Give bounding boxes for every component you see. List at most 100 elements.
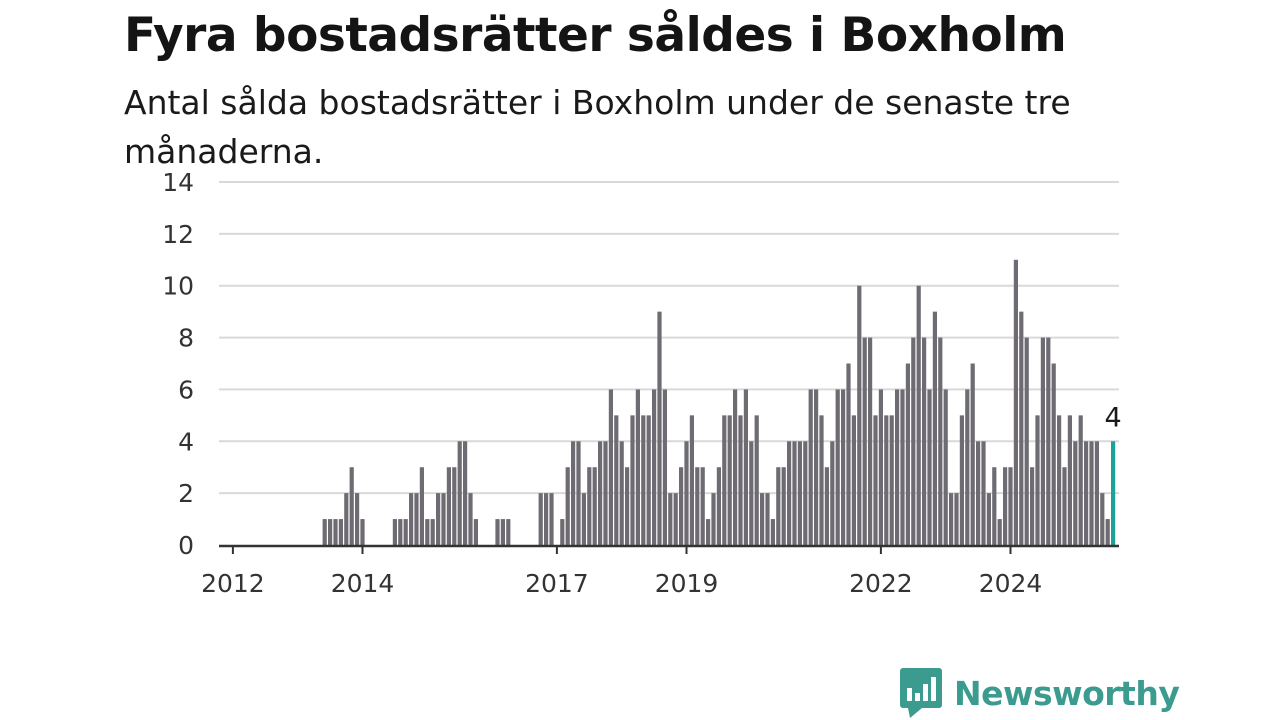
bar: 1 <box>392 519 397 545</box>
bar: 1 <box>770 519 775 545</box>
bar: 2 <box>538 493 543 545</box>
bar: 1 <box>706 519 711 545</box>
bar: 4 <box>787 441 792 545</box>
bar: 1 <box>997 519 1002 545</box>
bar: 4 <box>803 441 808 545</box>
bar: 1 <box>473 519 478 545</box>
bar: 4 <box>598 441 603 545</box>
bar: 9 <box>932 311 937 545</box>
bar: 2 <box>760 493 765 545</box>
bar: 1 <box>500 519 505 545</box>
bars: 1111232111122311223344211112221344233446… <box>322 259 1116 545</box>
bar: 5 <box>819 415 824 545</box>
bar: 1 <box>338 519 343 545</box>
bar: 1 <box>403 519 408 545</box>
y-tick-label: 10 <box>162 272 194 301</box>
bar: 2 <box>549 493 554 545</box>
bar: 2 <box>344 493 349 545</box>
bar: 3 <box>700 467 705 545</box>
y-axis-ticks: 0 2 4 6 8 10 12 14 <box>162 168 194 560</box>
bar: 8 <box>868 337 873 545</box>
bar: 2 <box>949 493 954 545</box>
bar: 6 <box>895 389 900 545</box>
bar: 3 <box>587 467 592 545</box>
y-tick-label: 14 <box>162 168 194 197</box>
x-tick-label: 2019 <box>655 569 719 598</box>
bar: 3 <box>446 467 451 545</box>
bar: 7 <box>1051 363 1056 545</box>
bar: 6 <box>652 389 657 545</box>
bar: 6 <box>608 389 613 545</box>
bar: 2 <box>673 493 678 545</box>
bar: 6 <box>662 389 667 545</box>
bar: 2 <box>668 493 673 545</box>
bar: 5 <box>630 415 635 545</box>
bar: 5 <box>1067 415 1072 545</box>
bar: 5 <box>959 415 964 545</box>
bar: 3 <box>824 467 829 545</box>
bar: 1 <box>328 519 333 545</box>
bar: 3 <box>1003 467 1008 545</box>
page-title: Fyra bostadsrätter såldes i Boxholm <box>124 8 1067 63</box>
bar: 8 <box>911 337 916 545</box>
bar: 6 <box>733 389 738 545</box>
bar: 6 <box>808 389 813 545</box>
bar: 2 <box>1100 493 1105 545</box>
y-tick-label: 0 <box>178 531 194 560</box>
bar: 2 <box>581 493 586 545</box>
bar: 6 <box>841 389 846 545</box>
bar: 4 <box>976 441 981 545</box>
brand-logo: Newsworthy <box>900 668 1180 718</box>
bar: 3 <box>992 467 997 545</box>
bar: 2 <box>544 493 549 545</box>
bar: 3 <box>565 467 570 545</box>
bar: 6 <box>927 389 932 545</box>
bar: 7 <box>970 363 975 545</box>
bar: 4 <box>457 441 462 545</box>
brand-name: Newsworthy <box>954 673 1180 713</box>
bar: 10 <box>916 285 921 545</box>
bar: 5 <box>873 415 878 545</box>
bar: 5 <box>641 415 646 545</box>
bar: 11 <box>1013 259 1018 545</box>
bar: 3 <box>695 467 700 545</box>
bar: 6 <box>943 389 948 545</box>
bar: 2 <box>711 493 716 545</box>
bar: 3 <box>419 467 424 545</box>
bar: 4 <box>797 441 802 545</box>
bar: 1 <box>360 519 365 545</box>
bar: 1 <box>430 519 435 545</box>
bar: 8 <box>1040 337 1045 545</box>
bar: 8 <box>1046 337 1051 545</box>
bar: 4 <box>603 441 608 545</box>
bar: 3 <box>781 467 786 545</box>
bar: 2 <box>436 493 441 545</box>
bar: 1 <box>495 519 500 545</box>
bar: 3 <box>452 467 457 545</box>
bar: 5 <box>851 415 856 545</box>
bar: 3 <box>776 467 781 545</box>
newsworthy-logo-icon <box>900 668 942 718</box>
bar: 4 <box>571 441 576 545</box>
bar: 5 <box>646 415 651 545</box>
bar: 7 <box>846 363 851 545</box>
data-labels: 4 <box>1105 402 1122 433</box>
bar: 5 <box>1035 415 1040 545</box>
bar: 1 <box>398 519 403 545</box>
bar: 4 <box>1094 441 1099 545</box>
bar: 1 <box>560 519 565 545</box>
bar: 6 <box>814 389 819 545</box>
bar: 2 <box>355 493 360 545</box>
bar: 10 <box>857 285 862 545</box>
bar: 5 <box>889 415 894 545</box>
bar: 5 <box>754 415 759 545</box>
bar: 2 <box>414 493 419 545</box>
bar: 5 <box>1078 415 1083 545</box>
bar: 3 <box>625 467 630 545</box>
bar: 5 <box>738 415 743 545</box>
bar: 4 <box>1073 441 1078 545</box>
y-tick-label: 8 <box>178 324 194 353</box>
bar: 7 <box>905 363 910 545</box>
bar: 8 <box>862 337 867 545</box>
